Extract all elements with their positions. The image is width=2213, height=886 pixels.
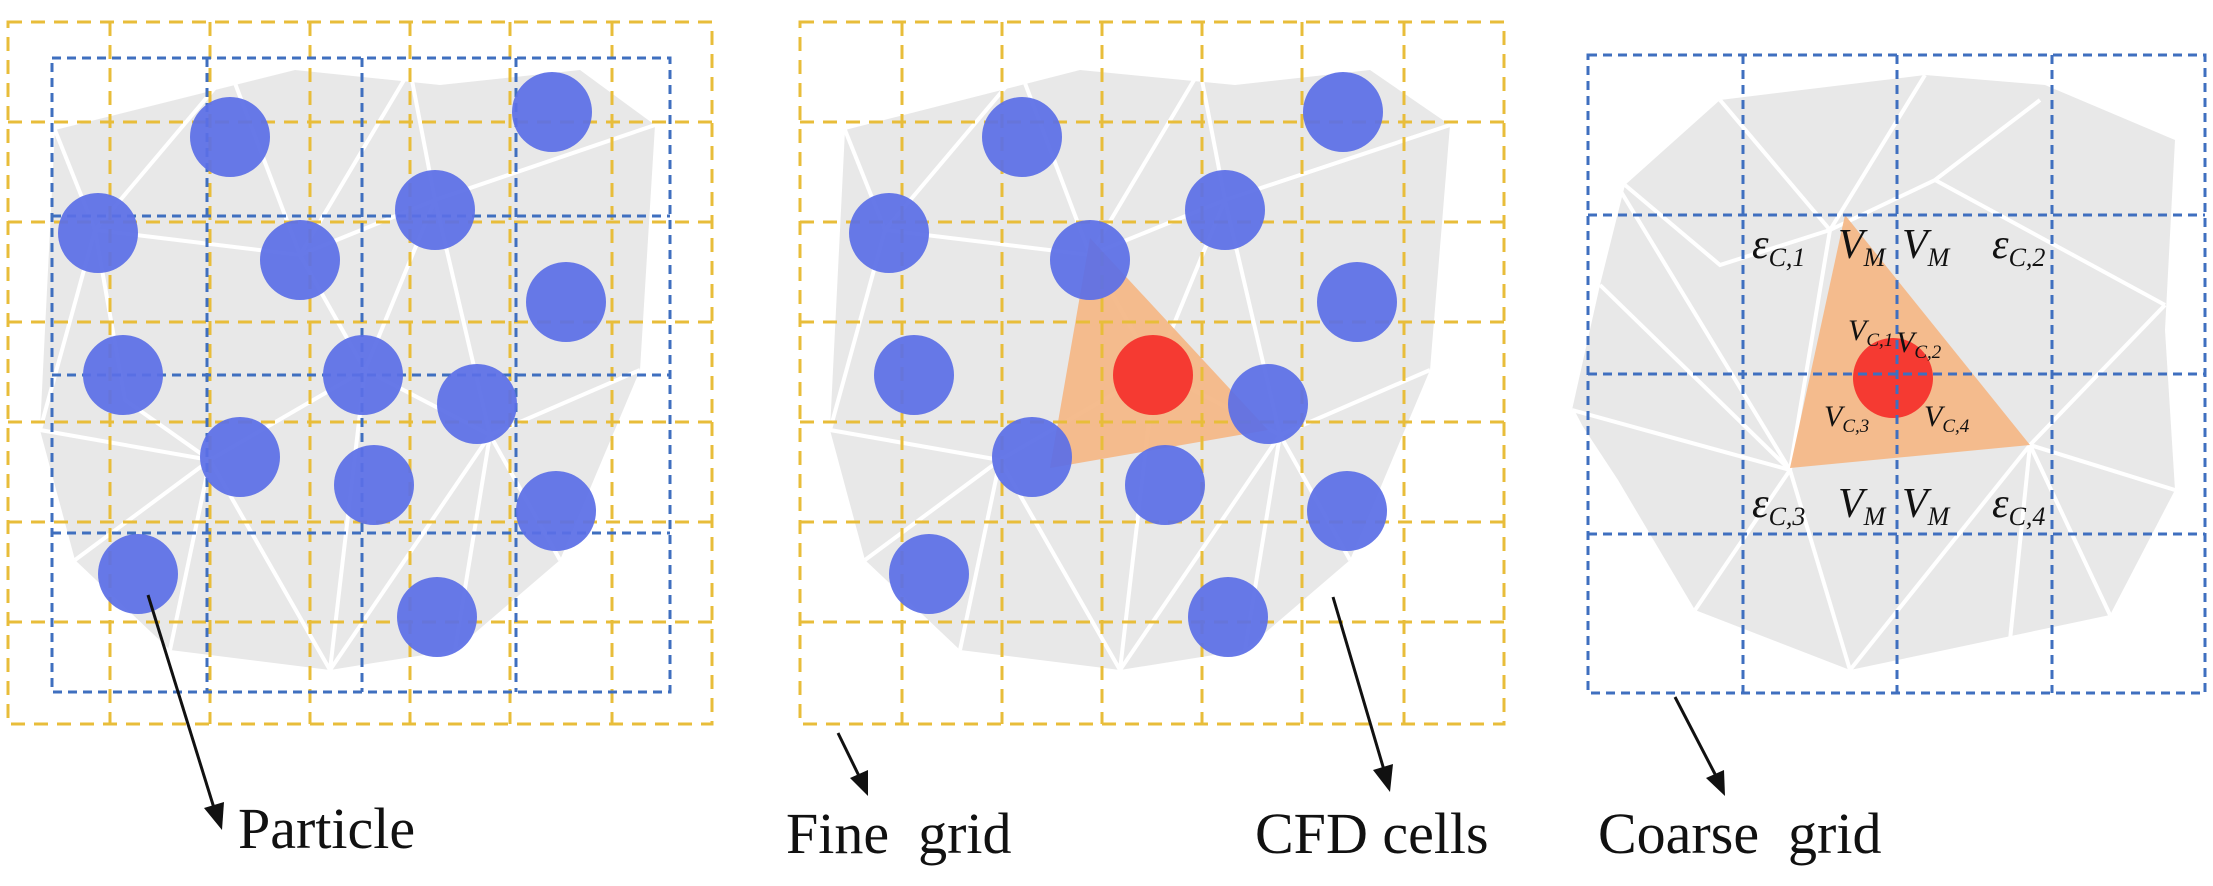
coarse-grid <box>1586 53 2207 695</box>
center-particle <box>1853 338 1933 418</box>
center-particle <box>1113 335 1193 415</box>
highlighted-cfd-cell <box>1790 215 2030 468</box>
eps-c3-label: εC,3 <box>1752 481 1805 531</box>
particle <box>1185 170 1265 250</box>
particle <box>190 97 270 177</box>
particles <box>849 72 1397 657</box>
particle <box>83 335 163 415</box>
particle <box>849 193 929 273</box>
cfd-cells-label: CFD cells <box>1255 801 1489 866</box>
particle <box>395 170 475 250</box>
particle <box>98 534 178 614</box>
mesh-lines <box>1570 73 2176 672</box>
fine-grid-label: Fine grid <box>786 801 1012 866</box>
particle <box>1317 262 1397 342</box>
coarse-grid-arrow <box>1673 696 1725 796</box>
fine-grid-arrow <box>836 732 868 796</box>
particle <box>1188 577 1268 657</box>
vm-label: VM <box>1838 222 1887 272</box>
eps-c1-label: εC,1 <box>1752 222 1805 272</box>
particle <box>1307 471 1387 551</box>
panel-particle: Particle <box>6 20 714 861</box>
particle <box>516 471 596 551</box>
panel-coarse-grid: εC,1 εC,2 εC,3 εC,4 VM VM VM VM VC,1 VC,… <box>1570 53 2207 866</box>
vm-label: VM <box>1902 222 1951 272</box>
particle <box>323 335 403 415</box>
vm-label: VM <box>1838 481 1887 531</box>
eps-c2-label: εC,2 <box>1992 222 2045 272</box>
particle <box>58 193 138 273</box>
vc4-label: VC,4 <box>1924 400 1970 437</box>
fine-grid <box>798 20 1506 726</box>
particle-arrow <box>146 594 224 830</box>
panel-fine-grid: Fine grid CFD cells <box>786 20 1506 866</box>
particles <box>58 72 606 657</box>
particle <box>982 97 1062 177</box>
eps-c4-label: εC,4 <box>1992 481 2045 531</box>
particle-label: Particle <box>238 796 415 861</box>
particle <box>1125 445 1205 525</box>
particle <box>889 534 969 614</box>
particle <box>874 335 954 415</box>
vc3-label: VC,3 <box>1824 400 1869 437</box>
particle <box>1303 72 1383 152</box>
cfd-cells-arrow <box>1331 596 1393 792</box>
particle <box>260 220 340 300</box>
vm-label: VM <box>1902 481 1951 531</box>
particle <box>992 417 1072 497</box>
particle <box>334 445 414 525</box>
particle <box>512 72 592 152</box>
particle <box>526 262 606 342</box>
particle <box>1228 364 1308 444</box>
vc2-label: VC,2 <box>1896 326 1942 363</box>
vc1-label: VC,1 <box>1848 314 1893 351</box>
particle <box>437 364 517 444</box>
particle <box>397 577 477 657</box>
particle <box>200 417 280 497</box>
particle <box>1050 220 1130 300</box>
coarse-grid-label: Coarse grid <box>1598 801 1882 866</box>
